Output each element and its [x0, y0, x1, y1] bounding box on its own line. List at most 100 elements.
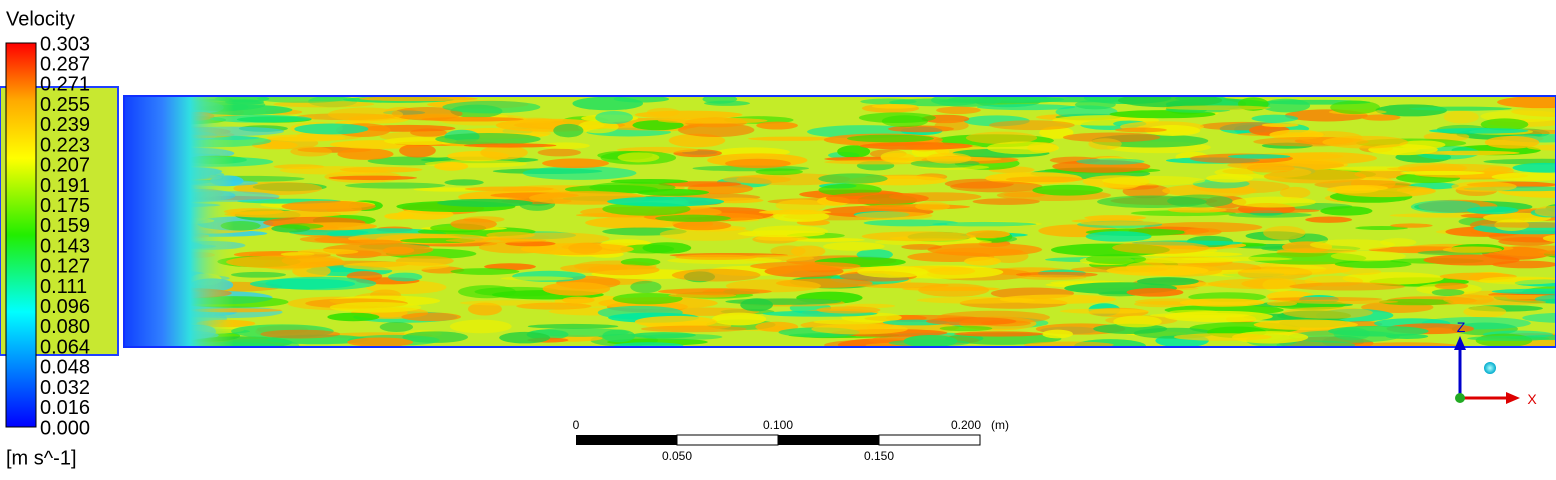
- flow-streak: [954, 331, 1044, 337]
- flow-streak: [1205, 174, 1254, 183]
- flow-streak: [1353, 342, 1458, 347]
- flow-streak: [1361, 114, 1401, 121]
- flow-streak: [1512, 162, 1556, 173]
- flow-streak: [1400, 170, 1485, 176]
- flow-streak: [480, 145, 528, 160]
- flow-streak: [1084, 215, 1147, 221]
- flow-streak: [837, 145, 871, 158]
- flow-streak: [1511, 106, 1556, 118]
- flow-streak: [855, 211, 933, 220]
- flow-streak: [1478, 276, 1556, 285]
- flow-streak: [223, 208, 285, 215]
- flow-streak: [467, 302, 502, 316]
- flow-streak: [337, 148, 394, 160]
- flow-streak: [410, 128, 447, 137]
- flow-streak: [1497, 96, 1556, 109]
- legend-label: 0.207: [40, 155, 90, 177]
- flow-streak: [1032, 184, 1103, 196]
- flow-streak: [966, 230, 1011, 239]
- legend-label: 0.000: [40, 417, 90, 439]
- flow-streak: [1431, 288, 1465, 296]
- flow-streak: [1335, 185, 1388, 191]
- flow-streak: [437, 198, 533, 207]
- flow-streak: [756, 121, 798, 130]
- flow-streak: [500, 276, 574, 281]
- flow-streak: [444, 179, 484, 186]
- flow-streak: [1279, 186, 1311, 199]
- flow-streak: [379, 322, 414, 332]
- flow-streak: [1283, 306, 1373, 319]
- flow-streak: [388, 272, 423, 282]
- flow-streak: [522, 166, 637, 180]
- flow-streak: [587, 264, 660, 276]
- legend-label: 0.255: [40, 94, 90, 116]
- flow-streak: [1097, 195, 1207, 209]
- flow-streak: [1085, 231, 1152, 242]
- legend-label: 0.159: [40, 215, 90, 237]
- flow-streak: [712, 312, 767, 326]
- flow-streak: [289, 229, 369, 236]
- flow-streak: [916, 296, 1036, 304]
- flow-streak: [634, 315, 717, 328]
- flow-streak: [620, 258, 661, 267]
- flow-streak: [1228, 212, 1312, 218]
- flow-streak: [881, 115, 928, 128]
- scale-label: 0.050: [662, 449, 692, 463]
- flow-streak: [1342, 272, 1444, 285]
- flow-streak: [722, 175, 792, 184]
- flow-streak: [257, 96, 348, 103]
- flow-streak: [1522, 312, 1556, 323]
- flow-streak: [445, 238, 547, 243]
- flow-streak: [1305, 216, 1353, 223]
- legend-label: 0.080: [40, 316, 90, 338]
- flow-streak: [1263, 225, 1306, 240]
- flow-streak: [1263, 169, 1367, 184]
- flow-streak: [329, 302, 422, 313]
- flow-streak: [1409, 106, 1512, 111]
- flow-streak: [758, 209, 832, 215]
- flow-streak: [1322, 135, 1409, 149]
- flow-streak: [675, 254, 757, 260]
- flow-streak: [1117, 96, 1223, 108]
- flow-streak: [1237, 268, 1350, 274]
- view-sphere: [1484, 362, 1496, 374]
- flow-streak: [1463, 305, 1507, 318]
- flow-streak: [668, 133, 726, 148]
- flow-streak: [1023, 341, 1114, 347]
- flow-streak: [484, 263, 536, 271]
- flow-streak: [345, 182, 446, 189]
- legend-label: 0.048: [40, 357, 90, 379]
- scale-bar: 0 0.100 0.200 (m) 0.050 0.150: [573, 418, 1009, 463]
- flow-streak: [421, 116, 524, 122]
- legend-title: Velocity: [6, 8, 75, 30]
- flow-streak: [1354, 169, 1408, 179]
- flow-streak: [1421, 150, 1520, 156]
- flow-streak: [384, 212, 415, 220]
- origin: [1455, 393, 1465, 403]
- flow-streak: [434, 161, 469, 171]
- flow-streak: [1253, 319, 1359, 330]
- flow-streak: [499, 331, 551, 344]
- legend-label: 0.016: [40, 397, 90, 419]
- legend-label: 0.127: [40, 256, 90, 278]
- flow-streak: [1483, 166, 1514, 176]
- flow-streak: [816, 306, 881, 314]
- flow-streak: [1059, 308, 1150, 314]
- flow-streak: [1289, 282, 1406, 291]
- flow-streak: [266, 134, 346, 142]
- flow-streak: [1102, 175, 1206, 186]
- flow-streak: [343, 261, 450, 271]
- flow-streak: [1467, 335, 1550, 341]
- flow-streak: [249, 278, 356, 290]
- flow-streak: [1480, 118, 1529, 131]
- flow-streak: [640, 325, 747, 333]
- flow-streak: [818, 173, 888, 184]
- flow-streak: [463, 143, 557, 148]
- flow-streak: [347, 337, 414, 347]
- flow-streak: [1076, 158, 1145, 165]
- flow-streak: [1287, 299, 1399, 305]
- flow-streak: [748, 136, 837, 141]
- flow-streak: [964, 256, 1002, 266]
- flow-streak: [642, 333, 723, 341]
